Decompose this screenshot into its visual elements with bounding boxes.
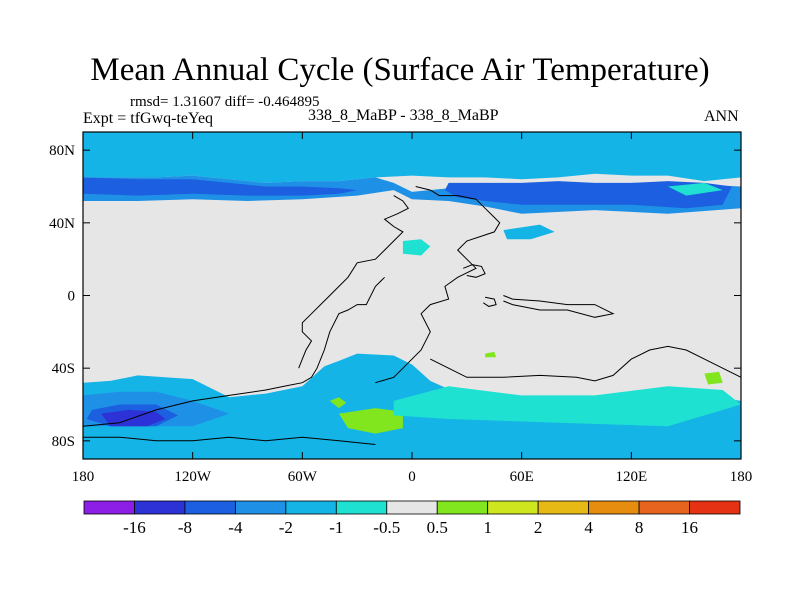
colorbar-label: -16 [123,518,146,537]
x-tick-label: 180 [72,469,95,485]
experiment-label: Expt = tfGwq-teYeq [83,110,214,127]
y-tick-label: 80S [52,434,75,450]
colorbar-label: 8 [635,518,644,537]
anomaly-region-positive_anomaly-11 [485,351,497,358]
coastline-group [83,186,741,445]
colorbar-swatch [134,500,186,515]
colorbar-label: 1 [483,518,492,537]
coastline-2 [430,345,741,382]
colorbar-swatch [386,500,438,515]
y-tick-label: 40S [52,361,75,377]
x-tick-label: 120W [174,469,212,485]
y-tick-label: 0 [68,289,76,305]
coastline-5 [298,195,410,369]
anomaly-region-small_anomaly-15 [667,182,723,196]
anomaly-region-small_anomaly-14 [393,386,741,427]
anomaly-region-small_anomaly-12 [402,239,431,256]
colorbar-swatch [588,500,640,515]
anomaly-region-zonal_north_core-3 [444,181,732,209]
stats-text: rmsd= 1.31607 diff= -0.464895 [130,94,320,110]
colorbar-label: 0.5 [427,518,448,537]
x-tick-label: 60E [510,469,534,485]
colorbar: -16 -8 -4 -2 -1 -0.5 0.5 1 2 4 8 16 [83,500,741,537]
colorbar-label: 4 [584,518,593,537]
x-tick-label: 60W [288,469,318,485]
x-axis: 180 120W 60W 0 60E 120E 180 [72,132,753,485]
colorbar-label: -8 [178,518,192,537]
colorbar-swatch [487,500,539,515]
y-axis: 80N 40N 0 40S 80S [49,143,741,450]
y-tick-label: 40N [49,216,75,232]
anomaly-region-positive_anomaly-9 [329,397,347,409]
colorbar-swatch [184,500,236,515]
anomaly-region-positive_anomaly-8 [338,408,403,434]
colorbar-label: 16 [681,518,698,537]
anomaly-region-positive_anomaly-10 [704,371,723,385]
colorbar-label: -2 [279,518,293,537]
coastline-4 [83,436,376,445]
anomaly-regions [83,132,741,459]
run-label: 338_8_MaBP - 338_8_MaBP [308,107,499,124]
chart-title: Mean Annual Cycle (Surface Air Temperatu… [90,52,710,88]
colorbar-label: -0.5 [373,518,400,537]
x-tick-label: 180 [730,469,753,485]
anomaly-region-small_anomaly-13 [503,224,555,240]
colorbar-swatch [335,500,388,515]
colorbar-swatch [436,500,489,515]
x-tick-label: 120E [615,469,647,485]
coastline-7 [483,296,497,307]
colorbar-swatch [83,500,135,515]
colorbar-label: 2 [534,518,543,537]
colorbar-swatch [537,500,590,515]
coastline-6 [463,264,486,278]
season-label: ANN [704,108,739,125]
colorbar-swatch [285,500,337,515]
x-tick-label: 0 [408,469,416,485]
colorbar-label: -1 [329,518,343,537]
colorbar-swatch [638,500,690,515]
anomaly-region-zonal_high_north-0 [83,132,741,183]
colorbar-swatch [234,500,287,515]
colorbar-label: -4 [228,518,243,537]
anomaly-region-zonal_north_core-2 [83,177,358,196]
coastline-1 [83,276,385,427]
y-tick-label: 80N [49,143,75,159]
colorbar-swatch [689,500,741,515]
coastline-3 [503,295,615,318]
coastline-0 [375,186,501,384]
